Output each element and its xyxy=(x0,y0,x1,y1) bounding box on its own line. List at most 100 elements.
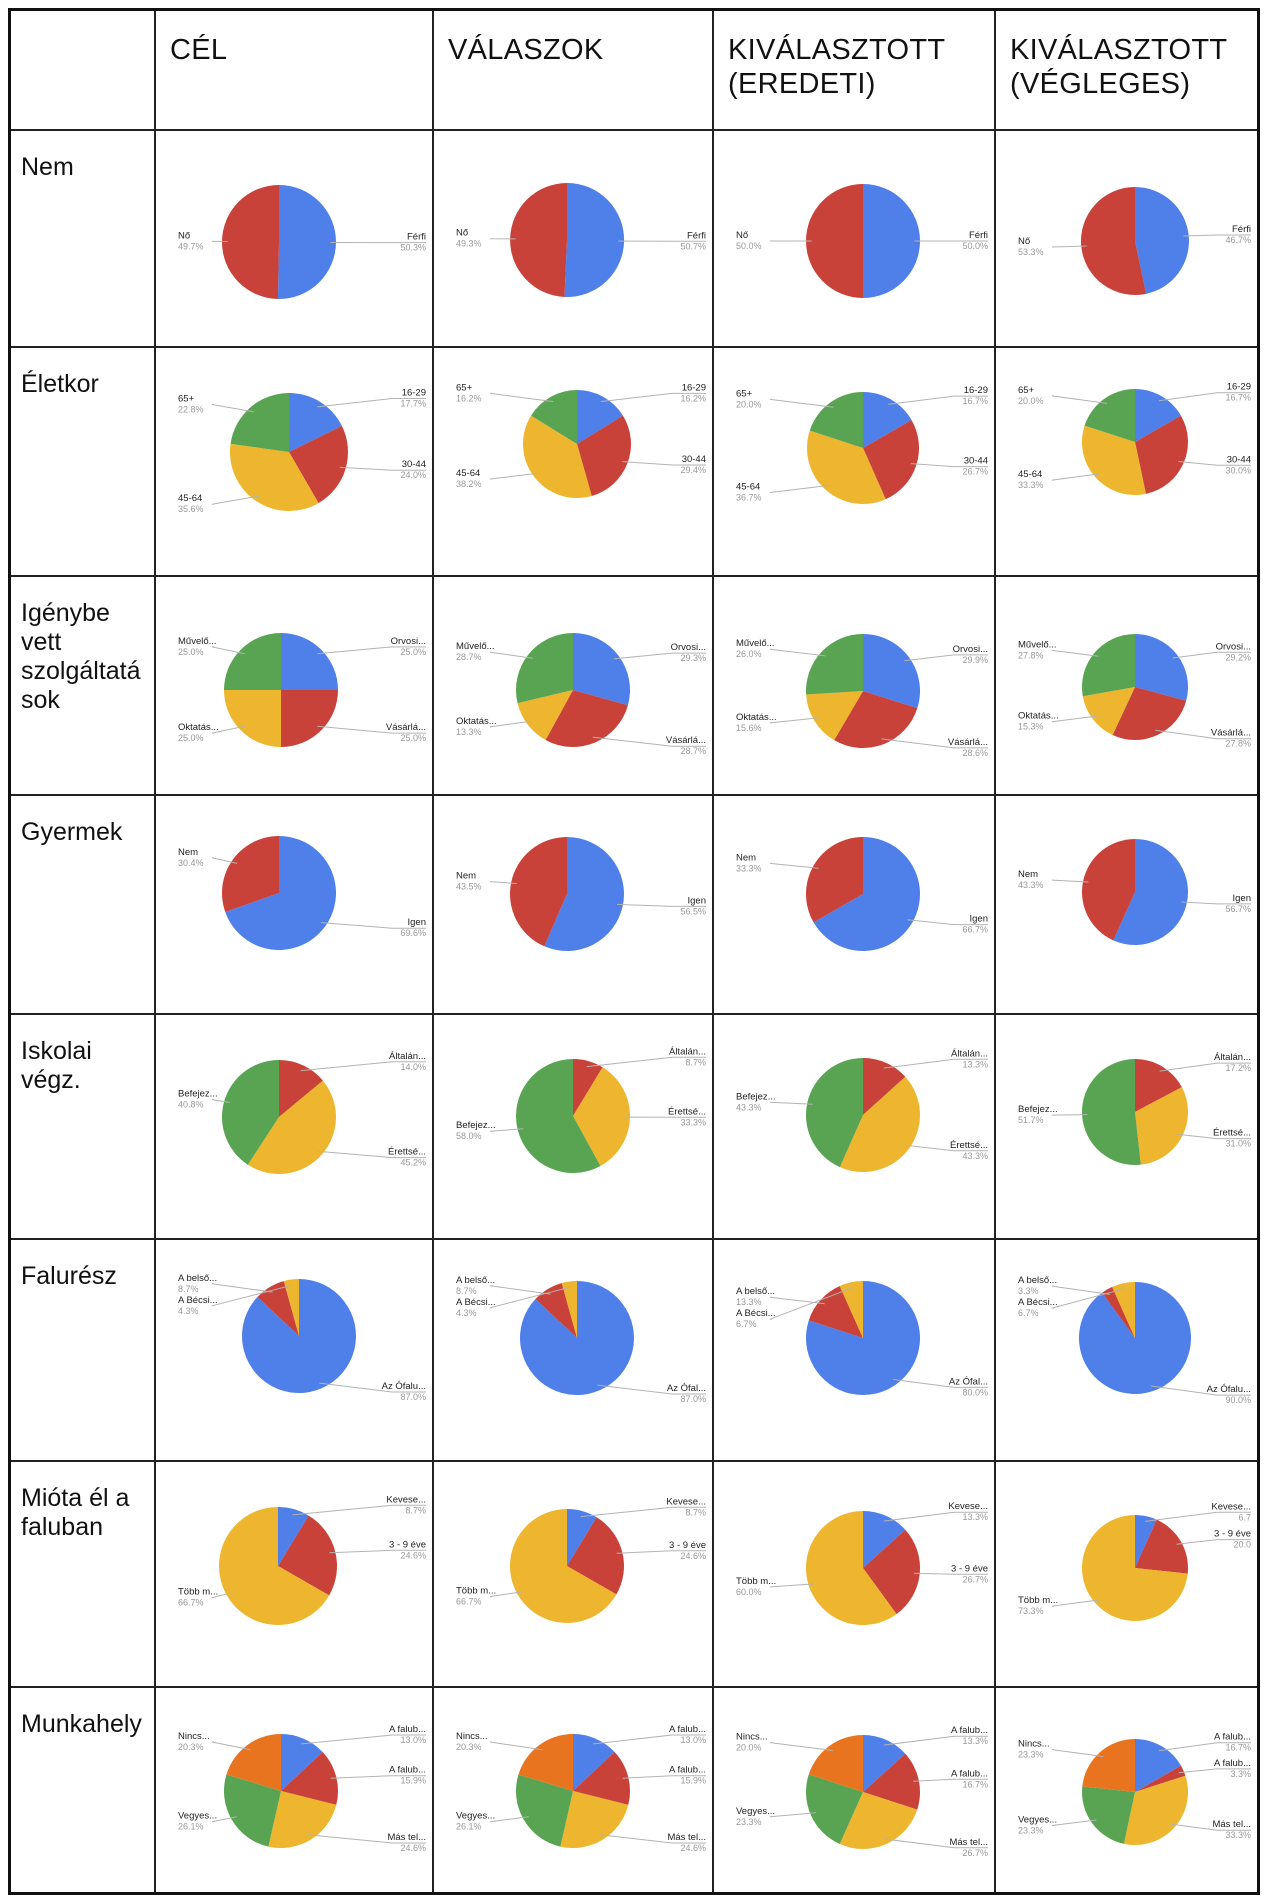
slice-label: 65+ xyxy=(736,388,753,399)
slice-value-label: 13.3% xyxy=(962,1059,988,1069)
slice-label: Több m... xyxy=(456,1586,496,1597)
leader-line xyxy=(622,461,706,466)
pie-cell: 16-29 16.2% 30-44 29.4% 45-64 38.2% 65+ 16.2% xyxy=(434,348,714,577)
pie-slice xyxy=(560,1791,629,1849)
leader-line xyxy=(1181,901,1251,905)
leader-line xyxy=(489,1591,523,1598)
pie-cell: Általán... 13.3% Érettsé... 43.3% Befejez...… xyxy=(714,1015,996,1240)
leader-line xyxy=(1051,245,1087,248)
pie-cell: 16-29 16.7% 30-44 30.0% 45-64 33.3% 65+ 20.0% xyxy=(996,348,1257,577)
pie-slice xyxy=(1084,389,1135,442)
leader-line xyxy=(769,1101,813,1105)
pie-cell: Kevese... 8.7% 3 - 9 éve 24.6% Több m... 66.7… xyxy=(156,1462,434,1688)
slice-label: 16-29 xyxy=(402,388,426,399)
pie-cell: A falub... 16.7% A falub... 3.3% Más tel... 3… xyxy=(996,1688,1257,1892)
leader-line xyxy=(769,648,826,657)
slice-value-label: 87.0% xyxy=(400,1392,426,1402)
pie-slice xyxy=(1082,839,1135,941)
pie-slice xyxy=(863,634,920,709)
pie-slice xyxy=(278,1515,338,1596)
pie-cell: Az Ófalu... 87.0% A belső... 8.7% A Bécsi...… xyxy=(156,1240,434,1462)
slice-value-label: 23.3% xyxy=(1018,1826,1044,1836)
pie-chart: Orvosi...29.3%Vásárlá...28.7%Oktatás...1… xyxy=(456,633,706,756)
slice-label: A falub... xyxy=(669,1724,706,1735)
leader-line xyxy=(319,1382,426,1393)
slice-value-label: 26.7% xyxy=(962,1848,988,1858)
pie-slice xyxy=(567,1509,597,1566)
row-header-munkahely: Munkahely xyxy=(11,1688,156,1892)
slice-label: 45-64 xyxy=(178,493,202,504)
leader-line xyxy=(489,1816,529,1823)
pie-slice xyxy=(279,1060,323,1117)
slice-label: Több m... xyxy=(1018,1595,1058,1606)
slice-label: A falub... xyxy=(1214,1758,1251,1769)
slice-label: Befejez... xyxy=(1018,1104,1058,1115)
slice-value-label: 28.7% xyxy=(456,652,482,662)
pie-slice xyxy=(224,1774,281,1847)
leader-line xyxy=(1177,1133,1251,1140)
slice-label: Művelő... xyxy=(456,641,495,652)
slice-label: Vegyes... xyxy=(736,1806,775,1817)
leader-line xyxy=(769,717,820,724)
slice-label: Oktatás... xyxy=(178,722,219,733)
pie-slice xyxy=(224,690,281,747)
pie-cell: Orvosi... 25.0% Vásárlá... 25.0% Oktatás... 2… xyxy=(156,577,434,796)
leader-line xyxy=(1178,1768,1251,1774)
leader-line xyxy=(617,903,706,907)
slice-value-label: 24.6% xyxy=(400,1550,426,1560)
leader-line xyxy=(211,1284,293,1307)
slice-label: Nem xyxy=(736,852,756,863)
slice-label: Vásárlá... xyxy=(666,735,706,746)
slice-label: Általán... xyxy=(669,1046,706,1057)
leader-line xyxy=(1183,234,1251,237)
pie-cell: 16-29 16.7% 30-44 26.7% 45-64 36.7% 65+ 20.0% xyxy=(714,348,996,577)
slice-label: Befejez... xyxy=(736,1091,776,1102)
slice-label: Érettsé... xyxy=(1213,1128,1251,1139)
slice-label: 16-29 xyxy=(1227,382,1251,393)
row-header-mioja-el-a-faluban: Mióta él a faluban xyxy=(11,1462,156,1688)
slice-value-label: 24.0% xyxy=(400,470,426,480)
pie-chart: A falub...16.7%A falub...3.3%Más tel...3… xyxy=(1018,1732,1251,1846)
slice-value-label: 58.0% xyxy=(456,1131,482,1141)
pie-slice xyxy=(805,1511,897,1625)
pie-slice xyxy=(520,1281,635,1395)
pie-slice xyxy=(806,691,863,741)
pie-slice xyxy=(1102,1286,1135,1338)
pie-slice xyxy=(1082,1059,1141,1165)
pie-slice xyxy=(510,183,567,297)
pie-chart: Az Ófal...87.0% A belső...8.7%A Bécsi...4… xyxy=(456,1275,706,1404)
slice-label: Más tel... xyxy=(667,1832,706,1843)
leader-line xyxy=(881,738,988,749)
pie-chart: A falub...13.0%A falub...15.9%Más tel...… xyxy=(178,1724,426,1853)
slice-value-label: 4.3% xyxy=(178,1306,199,1316)
slice-value-label: 49.3% xyxy=(456,239,482,249)
slice-value-label: 8.7% xyxy=(456,1286,477,1296)
slice-label: Az Ófal... xyxy=(667,1383,706,1394)
leader-line xyxy=(489,1741,543,1751)
pie-slice xyxy=(510,837,567,947)
pie-cell: Az Ófal... 80.0% A belső... 13.3% A Bécsi...… xyxy=(714,1240,996,1462)
slice-value-label: 16.2% xyxy=(680,393,706,403)
pie-cell: Általán... 14.0% Érettsé... 45.2% Befejez...… xyxy=(156,1015,434,1240)
pie-cell: Orvosi... 29.3% Vásárlá... 28.7% Oktatás... 1… xyxy=(434,577,714,796)
slice-label: A falub... xyxy=(389,1765,426,1776)
pie-cell: Férfi 46.7% Nő 53.3% xyxy=(996,131,1257,348)
slice-value-label: 36.7% xyxy=(736,493,762,503)
slice-label: 16-29 xyxy=(682,382,706,393)
column-header-valaszok: VÁLASZOK xyxy=(434,11,714,131)
slice-value-label: 20.0 xyxy=(1233,1540,1251,1550)
pie-slice xyxy=(222,1060,279,1165)
pie-slice xyxy=(1112,1282,1135,1338)
slice-value-label: 25.0% xyxy=(178,647,204,657)
slice-label: 30-44 xyxy=(964,456,988,467)
pie-cell: A falub... 13.3% A falub... 16.7% Más tel...… xyxy=(714,1688,996,1892)
leader-line xyxy=(329,1549,426,1554)
leader-line xyxy=(489,472,539,480)
slice-label: Orvosi... xyxy=(671,642,706,653)
